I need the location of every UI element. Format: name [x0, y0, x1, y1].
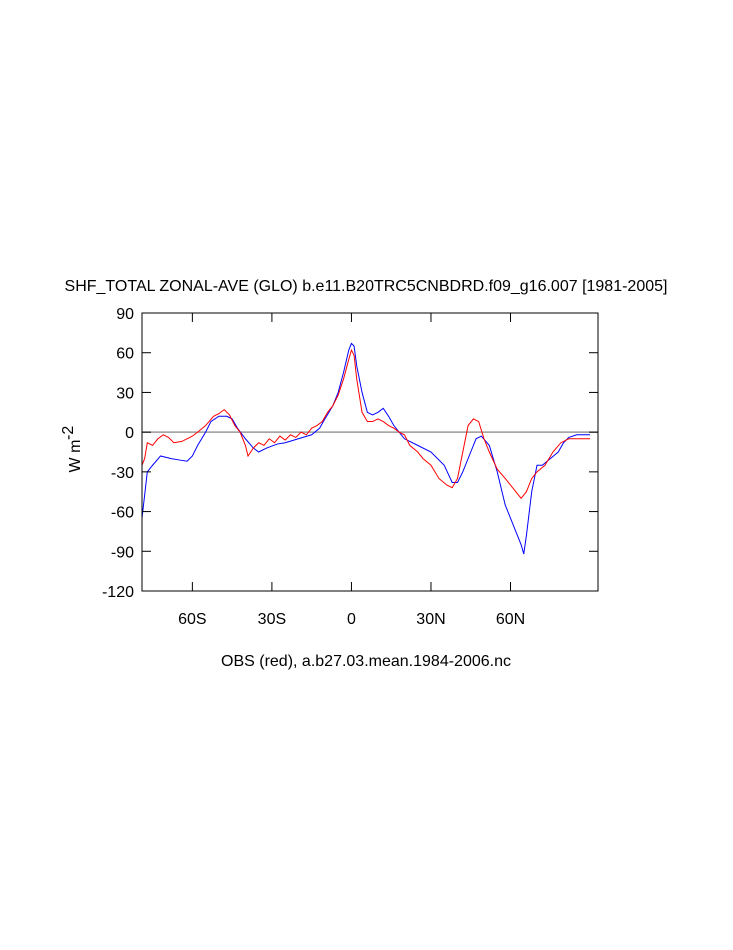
y-tick-label: 90: [116, 306, 134, 323]
footnote: OBS (red), a.b27.03.mean.1984-2006.nc: [221, 653, 511, 670]
chart-title: SHF_TOTAL ZONAL-AVE (GLO) b.e11.B20TRC5C…: [65, 278, 668, 295]
y-tick-label: -30: [111, 465, 134, 482]
y-tick-label: 0: [125, 425, 134, 442]
y-label-sup: -2: [60, 426, 77, 440]
series-line: [141, 342, 591, 555]
y-tick-label: -90: [111, 544, 134, 561]
series-line: [141, 348, 591, 500]
y-tick-label: -60: [111, 505, 134, 522]
y-tick-label: 30: [116, 385, 134, 402]
x-tick-label: 30N: [416, 611, 445, 628]
y-tick-label: -120: [102, 584, 134, 601]
y-axis-label: W m -2: [60, 426, 84, 473]
y-label: W m: [67, 440, 84, 473]
x-tick-label: 30S: [258, 611, 286, 628]
plot-frame: [141, 312, 599, 592]
x-tick-label: 60N: [496, 611, 525, 628]
x-tick-label: 60S: [178, 611, 206, 628]
x-tick-label: 0: [347, 611, 356, 628]
y-tick-label: 60: [116, 346, 134, 363]
